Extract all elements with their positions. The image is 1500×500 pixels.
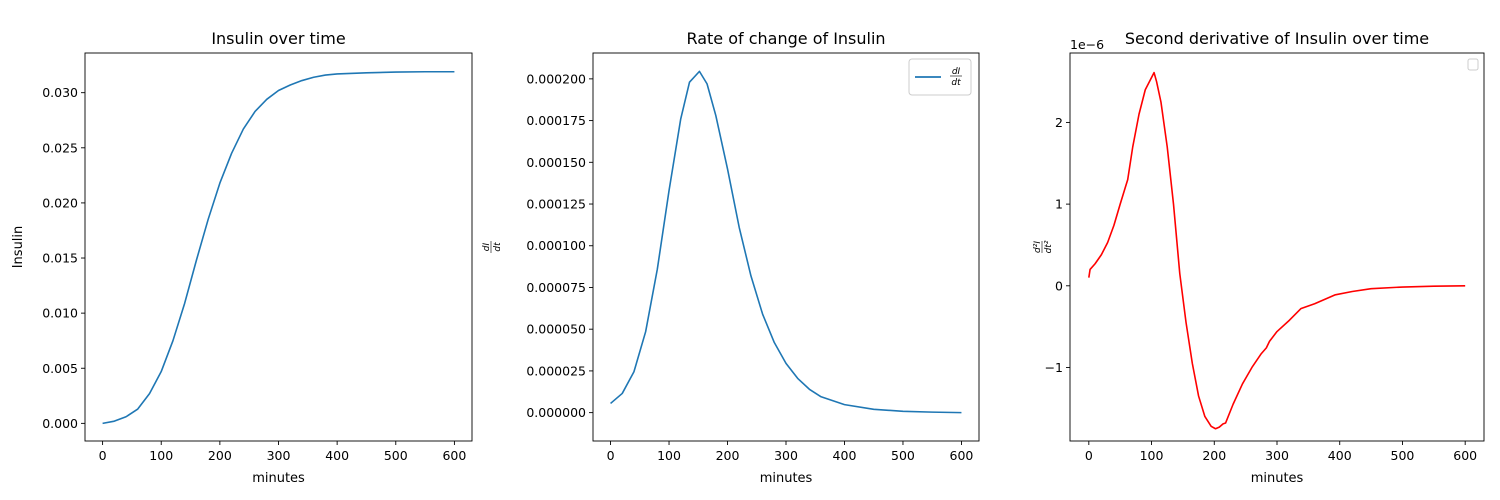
y-label-numerator: dI [482,242,492,251]
y-tick-label: 0.000000 [526,405,586,420]
series-line [102,70,455,425]
y-axis-label: d²I dt² [1033,240,1054,253]
x-tick-label: 0 [607,448,615,463]
y-tick-label: 0.030 [42,85,78,100]
x-tick-label: 200 [716,448,740,463]
x-tick-label: 600 [442,448,466,463]
series-line [610,70,962,414]
x-axis-label: minutes [1251,471,1304,486]
y-tick-label: 0.020 [42,195,78,210]
y-tick-label: 0.000200 [526,71,586,86]
y-tick-label: 0.000 [42,416,78,431]
x-tick-label: 400 [833,448,857,463]
y-tick-label: −1 [1045,360,1063,375]
legend-box-empty [1467,58,1479,71]
x-tick-label: 600 [950,448,974,463]
y-tick-label: 0.000100 [526,238,586,253]
axes-frame [84,52,473,442]
y-tick-label: 0 [1055,278,1063,293]
y-offset-label: 1e−6 [1070,37,1104,52]
y-tick-label: 0.005 [42,361,78,376]
y-tick-label: 2 [1055,115,1063,130]
legend-label-denominator: dt [951,78,961,88]
axes-frame [1069,52,1485,442]
chart-panel-2: 0 100 200 300 400 500 600 0.000000 0.000025 0.000… [482,29,980,486]
y-axis-label: Insulin [11,226,26,269]
x-tick-label: 500 [1391,448,1415,463]
x-tick-label: 300 [1265,448,1289,463]
y-label-denominator: dt [493,242,503,252]
x-tick-label: 600 [1453,448,1477,463]
x-tick-label: 0 [99,448,107,463]
series-line [1088,71,1466,430]
x-tick-label: 300 [774,448,798,463]
x-tick-label: 500 [384,448,408,463]
y-tick-label: 0.000175 [526,113,586,128]
x-axis-label: minutes [760,471,813,486]
x-tick-label: 100 [1140,448,1164,463]
chart-title: Rate of change of Insulin [686,29,885,48]
x-tick-label: 400 [1328,448,1352,463]
y-tick-label: 0.025 [42,140,78,155]
y-tick-label: 0.000075 [526,280,586,295]
chart-title: Insulin over time [211,29,345,48]
chart-panel-1: 0 100 200 300 400 500 600 0.000 0.005 0.010 0.015 0… [11,29,473,486]
y-tick-label: 1 [1055,197,1063,212]
x-axis-label: minutes [252,471,305,486]
y-tick-label: 0.000050 [526,322,586,337]
x-tick-label: 300 [267,448,291,463]
x-tick-label: 0 [1085,448,1093,463]
y-tick-label: 0.015 [42,251,78,266]
x-tick-label: 200 [1202,448,1226,463]
chart-title: Second derivative of Insulin over time [1125,29,1429,48]
x-tick-label: 500 [891,448,915,463]
x-tick-label: 400 [325,448,349,463]
y-tick-label: 0.000025 [526,363,586,378]
y-label-denominator: dt² [1044,240,1054,253]
x-tick-label: 100 [149,448,173,463]
legend-label-numerator: dI [952,67,961,77]
chart-panel-3: 0 100 200 300 400 500 600 −1 0 1 2 Second derivativ… [1033,29,1485,486]
x-tick-label: 100 [657,448,681,463]
y-tick-label: 0.000150 [526,155,586,170]
y-tick-label: 0.010 [42,306,78,321]
axes-frame [592,52,980,442]
y-axis-label: dI dt [482,241,503,253]
y-tick-label: 0.000125 [526,197,586,212]
x-tick-label: 200 [208,448,232,463]
y-label-numerator: d²I [1033,241,1043,253]
